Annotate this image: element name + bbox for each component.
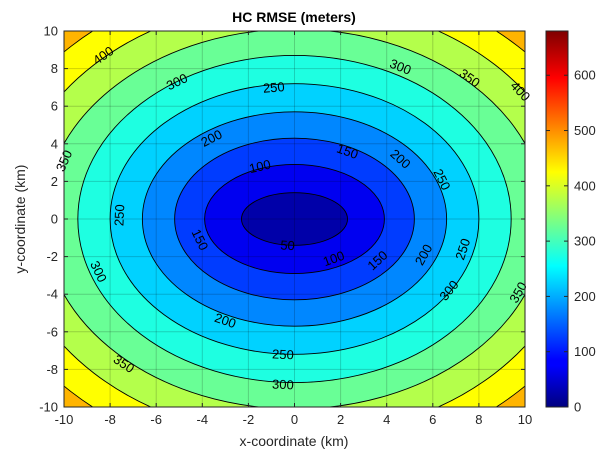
y-tick-label: 6	[51, 99, 58, 114]
contour-label: 250	[452, 236, 473, 261]
chart-title: HC RMSE (meters)	[232, 9, 356, 25]
x-tick-label: -8	[104, 412, 116, 427]
x-axis-ticks: -10 -8 -6 -4 -2 0 2 4 6 8 10	[55, 31, 532, 427]
contour-line-300	[77, 54, 512, 384]
colorbar-tick-label: 500	[574, 123, 596, 138]
contour-line-50	[241, 192, 348, 246]
x-tick-label: 0	[291, 412, 298, 427]
x-tick-label: 6	[429, 412, 436, 427]
y-tick-label: 0	[51, 212, 58, 227]
contour-label: 300	[272, 377, 294, 393]
contour-label: 50	[280, 237, 295, 253]
contour-line-100	[204, 164, 385, 274]
y-tick-label: 4	[51, 136, 58, 151]
contour-label: 250	[111, 204, 127, 226]
colorbar-ticks: 0 100 200 300 400 500 600	[546, 68, 596, 415]
y-tick-label: -2	[46, 249, 58, 264]
y-tick-label: -10	[39, 400, 58, 415]
y-axis-label: y-coordinate (km)	[12, 165, 28, 274]
x-tick-label: -10	[55, 412, 74, 427]
contour-line-150	[174, 137, 415, 301]
contour-label: 250	[262, 79, 285, 96]
contour-label: 100	[248, 157, 273, 177]
x-tick-label: -6	[150, 412, 162, 427]
colorbar-tick-label: 200	[574, 289, 596, 304]
y-axis-ticks: 10 8 6 4 2 0 -2 -4 -6 -8 -10	[39, 24, 525, 415]
x-tick-label: -2	[243, 412, 255, 427]
x-axis-label: x-coordinate (km)	[240, 433, 349, 449]
contour-label: 300	[388, 56, 414, 78]
x-tick-label: 2	[337, 412, 344, 427]
y-tick-label: 10	[44, 24, 58, 39]
contour-label: 150	[335, 141, 360, 162]
contour-label: 200	[213, 310, 238, 331]
x-tick-label: 10	[518, 412, 532, 427]
x-tick-label: 4	[383, 412, 390, 427]
contour-label: 250	[272, 346, 294, 362]
x-tick-label: -4	[197, 412, 209, 427]
contour-band-50	[241, 192, 348, 246]
y-tick-label: -4	[46, 287, 58, 302]
colorbar-tick-label: 600	[574, 68, 596, 83]
y-tick-label: 8	[51, 61, 58, 76]
contour-label: 100	[321, 248, 347, 270]
y-tick-label: 2	[51, 174, 58, 189]
colorbar-tick-label: 400	[574, 178, 596, 193]
x-tick-label: 8	[475, 412, 482, 427]
y-tick-label: -8	[46, 362, 58, 377]
contour-line-250	[109, 83, 480, 355]
colorbar	[545, 30, 569, 408]
colorbar-tick-label: 100	[574, 344, 596, 359]
colorbar-tick-label: 0	[574, 400, 581, 415]
colorbar-tick-label: 300	[574, 234, 596, 249]
y-tick-label: -6	[46, 324, 58, 339]
contour-line-200	[141, 111, 448, 327]
